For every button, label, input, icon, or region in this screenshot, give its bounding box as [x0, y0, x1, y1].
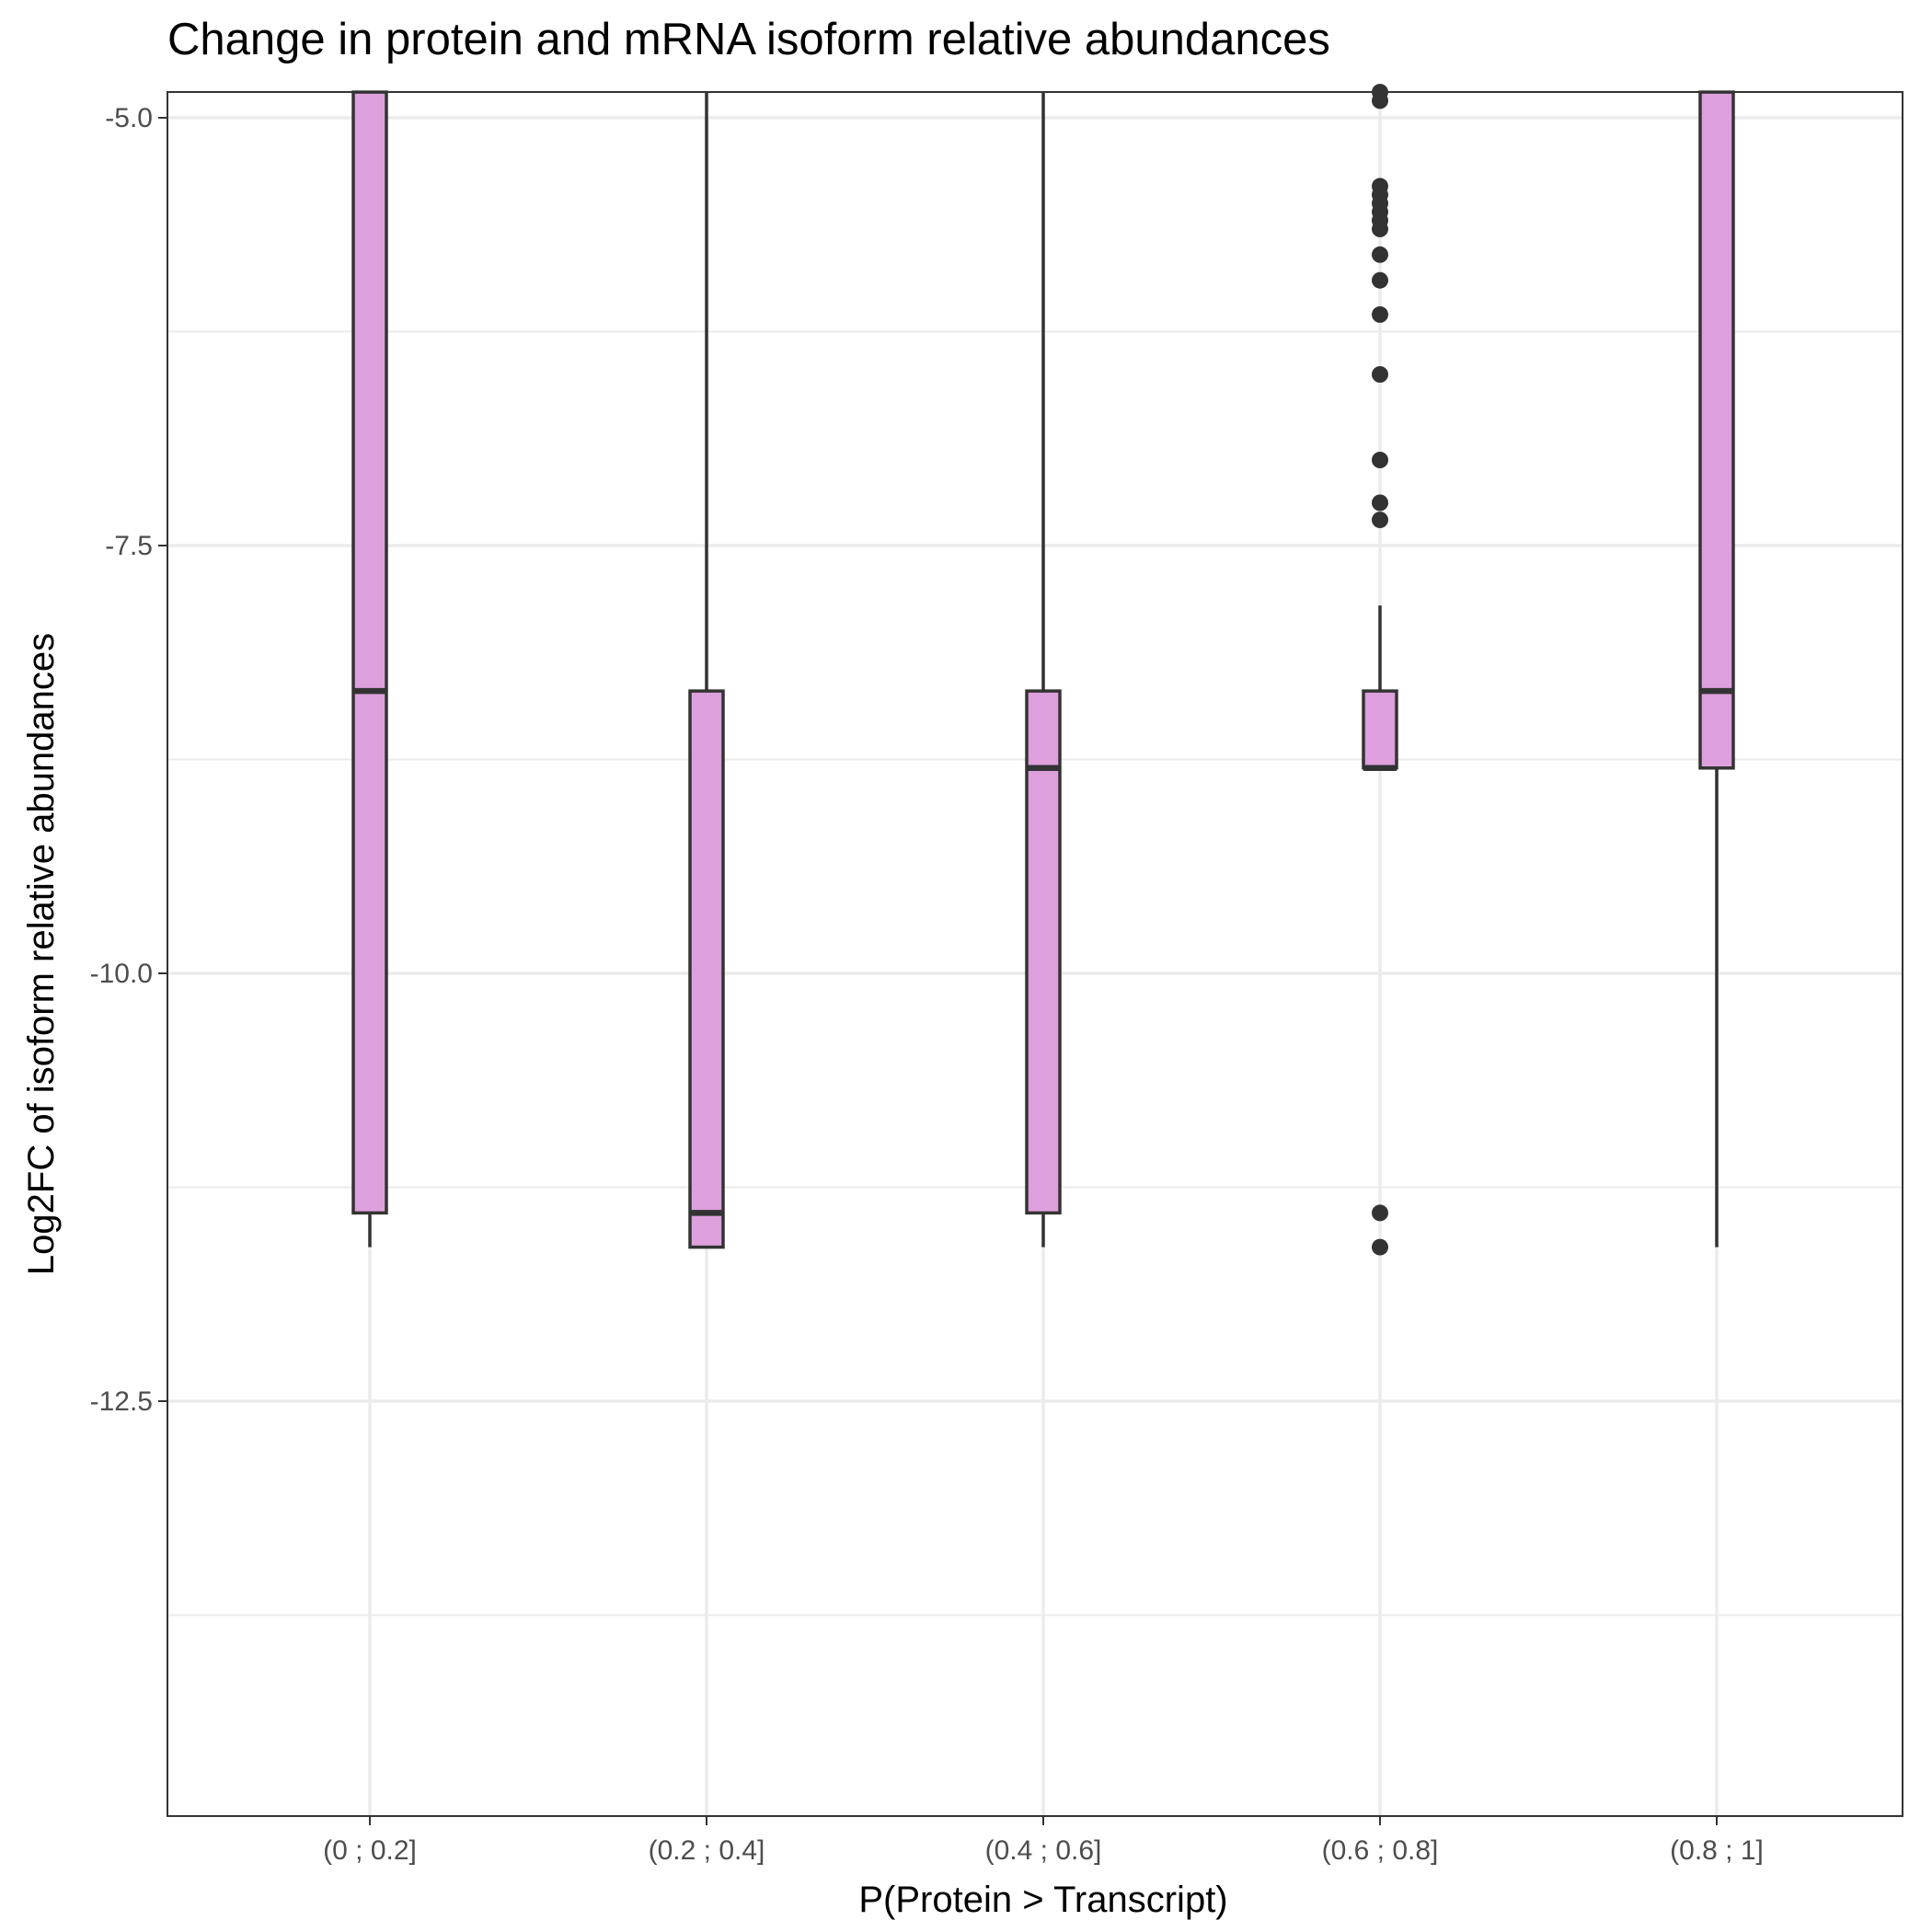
- y-tick-label: -5.0: [105, 103, 153, 133]
- outlier-point: [1372, 366, 1388, 383]
- outlier-point: [1372, 220, 1388, 237]
- outlier-point: [1372, 512, 1388, 529]
- plot-panel-border: [167, 91, 1903, 1817]
- box-iqr: [1698, 90, 1735, 770]
- outlier-point: [1372, 271, 1388, 289]
- chart-title: Change in protein and mRNA isoform relat…: [167, 15, 1330, 64]
- outlier-point: [1372, 1238, 1388, 1256]
- outlier-point: [1372, 1204, 1388, 1222]
- outlier-point: [1372, 246, 1388, 263]
- y-tick-label: -10.0: [90, 959, 153, 989]
- y-axis: -5.0 -7.5 -10.0 -12.5: [90, 103, 167, 1417]
- outlier-point: [1372, 305, 1388, 323]
- box-layer: [351, 90, 1735, 1249]
- box-group: [1698, 90, 1735, 1248]
- box-iqr: [351, 90, 388, 1215]
- box-group: [1025, 92, 1062, 1248]
- x-axis-title: P(Protein > Transcript): [858, 1880, 1227, 1920]
- box-group: [1362, 605, 1398, 772]
- y-tick-label: -7.5: [105, 531, 153, 561]
- outlier-point: [1372, 92, 1388, 109]
- box-iqr: [1025, 689, 1062, 1215]
- box-iqr: [1362, 689, 1398, 770]
- outlier-layer: [1372, 84, 1388, 1256]
- box-group: [688, 92, 725, 1249]
- x-tick-label: (0.8 ; 1]: [1670, 1835, 1764, 1866]
- outlier-point: [1372, 494, 1388, 512]
- box-iqr: [688, 689, 725, 1249]
- box-group: [351, 90, 388, 1248]
- x-tick-label: (0.2 ; 0.4]: [649, 1835, 765, 1866]
- x-tick-label: (0.4 ; 0.6]: [985, 1835, 1102, 1866]
- y-tick-label: -12.5: [90, 1386, 153, 1417]
- x-tick-label: (0 ; 0.2]: [323, 1835, 417, 1866]
- outlier-point: [1372, 452, 1388, 468]
- y-axis-title: Log2FC of isoform relative abundances: [21, 633, 62, 1275]
- x-axis: (0 ; 0.2] (0.2 ; 0.4] (0.4 ; 0.6] (0.6 ; 0.…: [323, 1816, 1764, 1866]
- x-tick-label: (0.6 ; 0.8]: [1322, 1835, 1439, 1866]
